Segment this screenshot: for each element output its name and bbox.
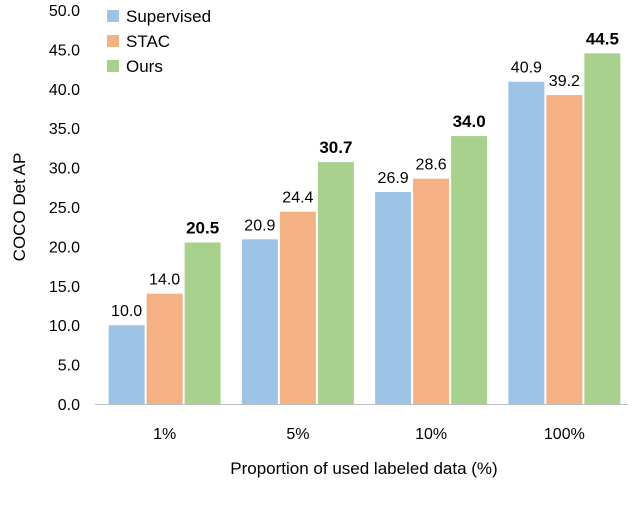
bar-ours — [317, 162, 354, 404]
bar-value-label: 39.2 — [549, 73, 580, 90]
y-tick-label: 30.0 — [49, 161, 80, 178]
legend-swatch — [107, 60, 119, 72]
x-axis-tick-labels: 1% 5% 10% 100% — [153, 426, 585, 443]
bar-value-labels: 10.0 14.0 20.5 20.9 24.4 30.7 26.9 28.6 34.0 40.9… — [111, 29, 619, 320]
bar-ours — [584, 53, 621, 405]
x-tick-label: 100% — [544, 426, 585, 443]
bars — [108, 53, 621, 405]
bar-stac — [546, 95, 583, 404]
bar-value-label: 14.0 — [149, 272, 180, 289]
bar-value-label: 30.7 — [319, 138, 352, 157]
y-tick-label: 50.0 — [49, 3, 80, 20]
bar-supervised — [241, 239, 278, 404]
bar-stac — [146, 293, 183, 404]
x-tick-label: 5% — [286, 426, 309, 443]
x-axis-title: Proportion of used labeled data (%) — [230, 459, 497, 478]
bar-stac — [413, 178, 450, 404]
y-axis-tick-labels: 0.0 5.0 10.0 15.0 20.0 25.0 30.0 35.0 40.0 45.0 50… — [49, 3, 80, 414]
legend-label: STAC — [126, 32, 170, 51]
y-tick-label: 20.0 — [49, 239, 80, 256]
y-tick-label: 0.0 — [58, 397, 80, 414]
y-tick-label: 35.0 — [49, 121, 80, 138]
bar-supervised — [508, 81, 545, 404]
bar-value-label: 44.5 — [586, 29, 619, 48]
bar-value-label: 24.4 — [282, 190, 313, 207]
bar-stac — [279, 211, 316, 404]
y-tick-label: 45.0 — [49, 42, 80, 59]
legend-swatch — [107, 10, 119, 22]
y-tick-label: 25.0 — [49, 200, 80, 217]
legend: Supervised STAC Ours — [107, 7, 211, 76]
y-axis-title: COCO Det AP — [10, 153, 29, 262]
legend-label: Ours — [126, 57, 163, 76]
bar-ours — [451, 136, 488, 404]
bar-value-label: 10.0 — [111, 303, 142, 320]
bar-value-label: 26.9 — [378, 170, 409, 187]
legend-label: Supervised — [126, 7, 211, 26]
bar-supervised — [375, 192, 412, 404]
bar-value-label: 34.0 — [453, 112, 486, 131]
bar-value-label: 20.9 — [244, 217, 275, 234]
x-tick-label: 10% — [415, 426, 447, 443]
legend-swatch — [107, 35, 119, 47]
x-tick-label: 1% — [153, 426, 176, 443]
bar-value-label: 20.5 — [186, 218, 219, 237]
bar-value-label: 40.9 — [511, 60, 542, 77]
bar-ours — [184, 242, 221, 404]
y-tick-label: 10.0 — [49, 318, 80, 335]
y-tick-label: 15.0 — [49, 279, 80, 296]
bar-supervised — [108, 325, 145, 404]
y-tick-label: 5.0 — [58, 358, 80, 375]
bar-value-label: 28.6 — [416, 157, 447, 174]
y-tick-label: 40.0 — [49, 82, 80, 99]
